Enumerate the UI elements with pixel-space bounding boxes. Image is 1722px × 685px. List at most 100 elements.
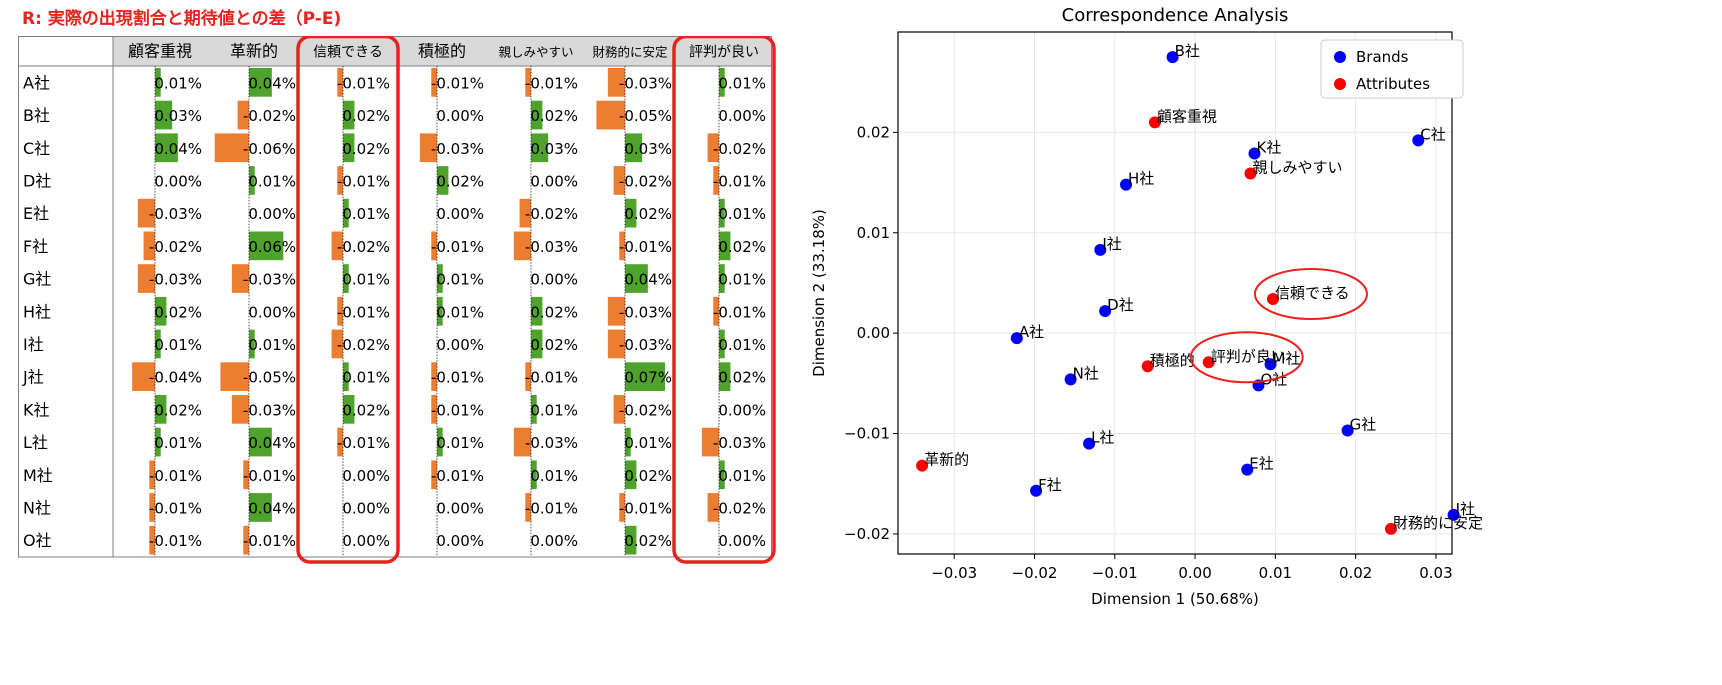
data-bar bbox=[249, 427, 272, 457]
plot-frame bbox=[897, 31, 1453, 555]
point-label: C社 bbox=[1420, 125, 1445, 143]
cell-value: 0.00% bbox=[342, 467, 390, 485]
cell-value: 0.02% bbox=[530, 107, 578, 125]
data-bar bbox=[519, 198, 531, 228]
data-bar bbox=[437, 296, 443, 326]
data-bar bbox=[625, 133, 643, 163]
cell-value: -0.01% bbox=[525, 499, 578, 517]
cell-value: 0.01% bbox=[624, 434, 672, 452]
data-bar bbox=[231, 395, 249, 424]
data-bar bbox=[149, 525, 155, 555]
cell-value: 0.01% bbox=[342, 369, 390, 387]
cell-value: -0.03% bbox=[619, 336, 672, 354]
cell-value: -0.01% bbox=[525, 74, 578, 92]
legend-marker bbox=[1334, 78, 1346, 90]
cell-value: 0.00% bbox=[436, 336, 484, 354]
scatter-point bbox=[1412, 134, 1425, 147]
cell-value: 0.00% bbox=[530, 172, 578, 190]
legend-entry: Attributes bbox=[1356, 75, 1430, 93]
data-bar bbox=[719, 362, 731, 391]
cell-value: -0.01% bbox=[619, 238, 672, 256]
cell-value: 0.00% bbox=[530, 532, 578, 550]
cell-value: 0.02% bbox=[154, 303, 202, 321]
cell-value: -0.01% bbox=[431, 401, 484, 419]
cell-value: 0.02% bbox=[342, 140, 390, 158]
cell-value: 0.01% bbox=[718, 205, 766, 223]
data-bar bbox=[437, 264, 443, 293]
data-bar bbox=[343, 362, 349, 391]
data-bar bbox=[431, 395, 437, 424]
row-label: K社 bbox=[23, 400, 50, 419]
data-bar bbox=[343, 100, 355, 130]
data-bar bbox=[337, 68, 343, 97]
row-label: O社 bbox=[23, 531, 52, 550]
column-header: 親しみやすい bbox=[498, 45, 573, 60]
scatter-point bbox=[1030, 484, 1043, 497]
cell-value: 0.01% bbox=[342, 205, 390, 223]
cell-value: 0.03% bbox=[154, 107, 202, 125]
cell-value: -0.01% bbox=[619, 499, 672, 517]
cell-value: 0.07% bbox=[624, 369, 672, 387]
cell-value: -0.01% bbox=[337, 74, 390, 92]
cell-value: 0.01% bbox=[436, 271, 484, 289]
plot-area: −0.03 −0.02 −0.01 0.00 0.01 0.02 0.03 Dimension… bbox=[893, 5, 1483, 608]
legend-entry: Brands bbox=[1356, 48, 1409, 66]
point-label: M社 bbox=[1273, 349, 1301, 367]
row-label: J社 bbox=[22, 368, 44, 387]
cell-value: 0.01% bbox=[154, 434, 202, 452]
data-bar bbox=[137, 264, 155, 293]
cell-value: 0.01% bbox=[718, 336, 766, 354]
point-label: 評判が良い bbox=[1211, 347, 1286, 365]
x-tick-label: 0.02 bbox=[1339, 564, 1372, 582]
cell-value: 0.01% bbox=[530, 467, 578, 485]
cell-value: -0.01% bbox=[713, 172, 766, 190]
cell-value: -0.04% bbox=[149, 369, 202, 387]
scatter-point bbox=[1202, 356, 1215, 369]
data-bar bbox=[431, 231, 437, 261]
column-header: 顧客重視 bbox=[128, 42, 192, 61]
scatter-point bbox=[1010, 332, 1023, 345]
x-tick-label: −0.01 bbox=[1092, 564, 1138, 582]
data-bar bbox=[531, 329, 543, 359]
point-label: 財務的に安定 bbox=[1393, 514, 1483, 532]
row-label: L社 bbox=[23, 433, 48, 452]
cell-value: 0.01% bbox=[154, 74, 202, 92]
data-bar bbox=[331, 329, 343, 359]
cell-value: 0.02% bbox=[624, 205, 672, 223]
row-label: D社 bbox=[23, 171, 51, 190]
cell-value: -0.03% bbox=[243, 271, 296, 289]
cell-value: -0.02% bbox=[619, 172, 672, 190]
data-bar bbox=[719, 198, 725, 228]
cell-value: -0.03% bbox=[149, 205, 202, 223]
data-bar bbox=[431, 68, 437, 97]
cell-value: 0.04% bbox=[248, 434, 296, 452]
y-axis-area: −0.02 −0.01 0.00 0.01 0.02 Dimension 2 (33.18… bbox=[810, 123, 890, 543]
point-label: 顧客重視 bbox=[1157, 107, 1217, 125]
cell-value: 0.00% bbox=[436, 499, 484, 517]
row-label: A社 bbox=[23, 73, 50, 92]
y-tick-label: −0.02 bbox=[844, 525, 890, 543]
cell-value: 0.04% bbox=[248, 74, 296, 92]
cell-value: 0.02% bbox=[530, 336, 578, 354]
cell-value: 0.01% bbox=[436, 434, 484, 452]
scatter-point bbox=[1384, 522, 1397, 535]
data-bar bbox=[243, 460, 249, 490]
data-bar bbox=[343, 198, 349, 228]
cell-value: -0.01% bbox=[243, 532, 296, 550]
cell-value: -0.01% bbox=[337, 303, 390, 321]
data-bar bbox=[707, 493, 719, 522]
data-bar bbox=[155, 100, 173, 130]
highlight-box bbox=[296, 36, 400, 564]
point-label: D社 bbox=[1107, 296, 1134, 314]
data-bar bbox=[625, 198, 637, 228]
row-label: E社 bbox=[23, 204, 49, 223]
scatter-point bbox=[1166, 51, 1179, 64]
row-label: I社 bbox=[23, 335, 44, 354]
point-label: G社 bbox=[1350, 416, 1377, 434]
table-title: R: 実際の出現割合と期待値との差（P-E) bbox=[22, 9, 342, 29]
cell-value: 0.01% bbox=[436, 303, 484, 321]
cell-value: -0.02% bbox=[619, 401, 672, 419]
cell-value: -0.03% bbox=[149, 271, 202, 289]
cell-value: -0.01% bbox=[337, 434, 390, 452]
data-bar bbox=[249, 68, 272, 97]
